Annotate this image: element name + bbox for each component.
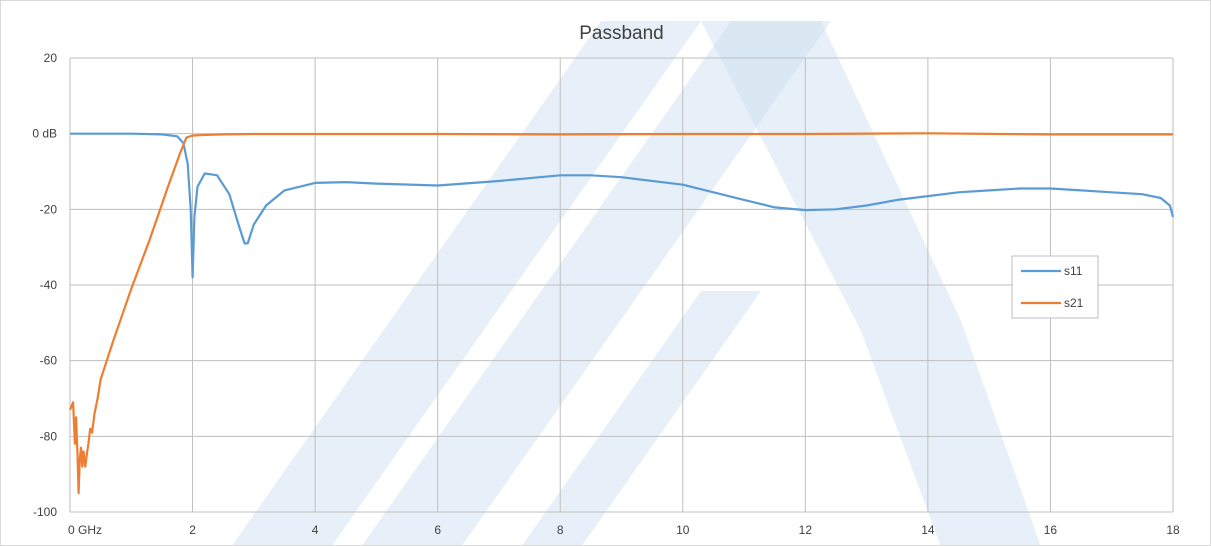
- x-tick-label: 2: [189, 523, 196, 537]
- watermark-shape: [701, 21, 1041, 545]
- legend-box: [1011, 255, 1099, 319]
- series-line-s21: [68, 132, 1173, 495]
- watermark-shape: [232, 21, 701, 545]
- legend-label-s21: s21: [1064, 296, 1084, 310]
- x-tick-label: 8: [557, 523, 564, 537]
- y-tick-label: -80: [40, 429, 58, 443]
- x-tick-label: 4: [312, 523, 319, 537]
- x-tick-label: 0 GHz: [68, 523, 102, 537]
- y-tick-label: -40: [40, 278, 58, 292]
- y-tick-label: -100: [33, 505, 57, 519]
- y-tick-label: -20: [40, 202, 58, 216]
- y-axis-ticks: 20 0 dB -20 -40 -60 -80 -100: [32, 51, 57, 519]
- series-line-s11: [70, 132, 1175, 279]
- watermark-shape: [362, 21, 831, 545]
- series-layer: [68, 132, 1175, 495]
- x-tick-label: 10: [676, 523, 690, 537]
- x-tick-label: 12: [799, 523, 813, 537]
- y-tick-label: 20: [44, 51, 58, 65]
- watermark-shape: [522, 291, 761, 545]
- chart-title: Passband: [579, 23, 664, 44]
- legend: s11 s21: [1011, 255, 1099, 319]
- x-tick-label: 14: [921, 523, 935, 537]
- x-axis-ticks: 0 GHz 2 4 6 8 10 12 14 16 18: [68, 523, 1180, 537]
- y-tick-label: 0 dB: [32, 127, 57, 141]
- x-tick-label: 16: [1044, 523, 1058, 537]
- x-tick-label: 6: [434, 523, 441, 537]
- legend-label-s11: s11: [1064, 264, 1083, 278]
- x-tick-label: 18: [1166, 523, 1180, 537]
- y-tick-label: -60: [40, 354, 58, 368]
- logo-watermark-icon: [232, 21, 1041, 545]
